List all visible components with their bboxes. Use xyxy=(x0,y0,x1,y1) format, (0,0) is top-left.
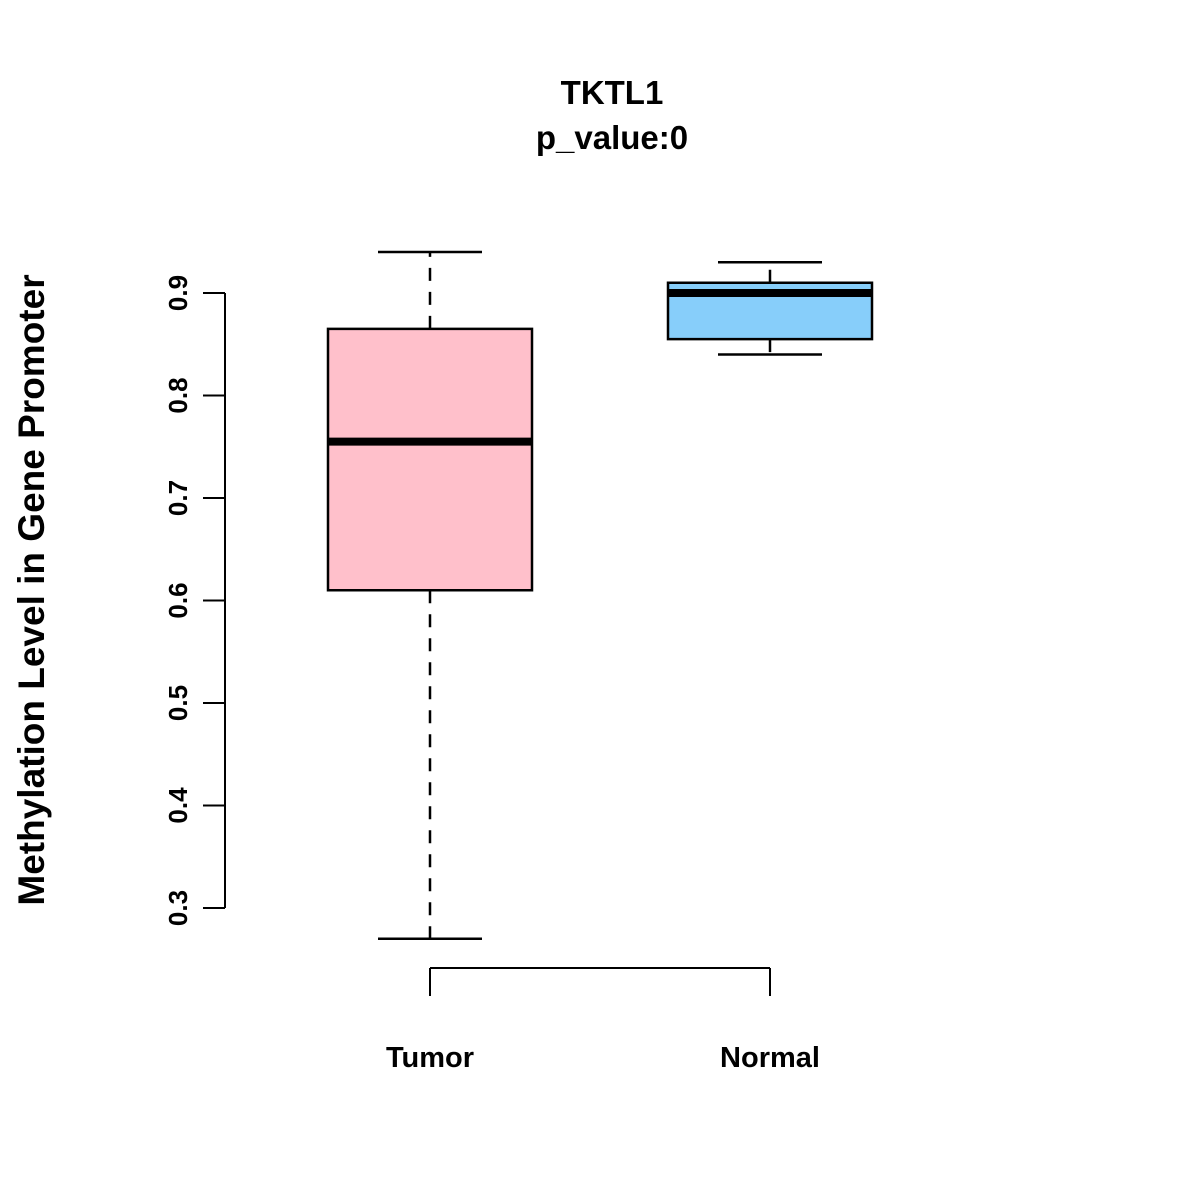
x-category-label-normal: Normal xyxy=(720,1042,820,1074)
x-category-label-tumor: Tumor xyxy=(385,1042,475,1074)
chart-subtitle: p_value:0 xyxy=(535,119,689,156)
svg-text:0.4: 0.4 xyxy=(163,787,193,824)
svg-text:0.5: 0.5 xyxy=(163,685,193,721)
svg-text:0.9: 0.9 xyxy=(163,275,193,311)
chart-title: TKTL1 xyxy=(560,74,664,111)
svg-text:0.8: 0.8 xyxy=(163,377,193,413)
svg-text:0.3: 0.3 xyxy=(163,890,193,926)
svg-text:0.7: 0.7 xyxy=(163,480,193,516)
svg-text:0.6: 0.6 xyxy=(163,582,193,618)
